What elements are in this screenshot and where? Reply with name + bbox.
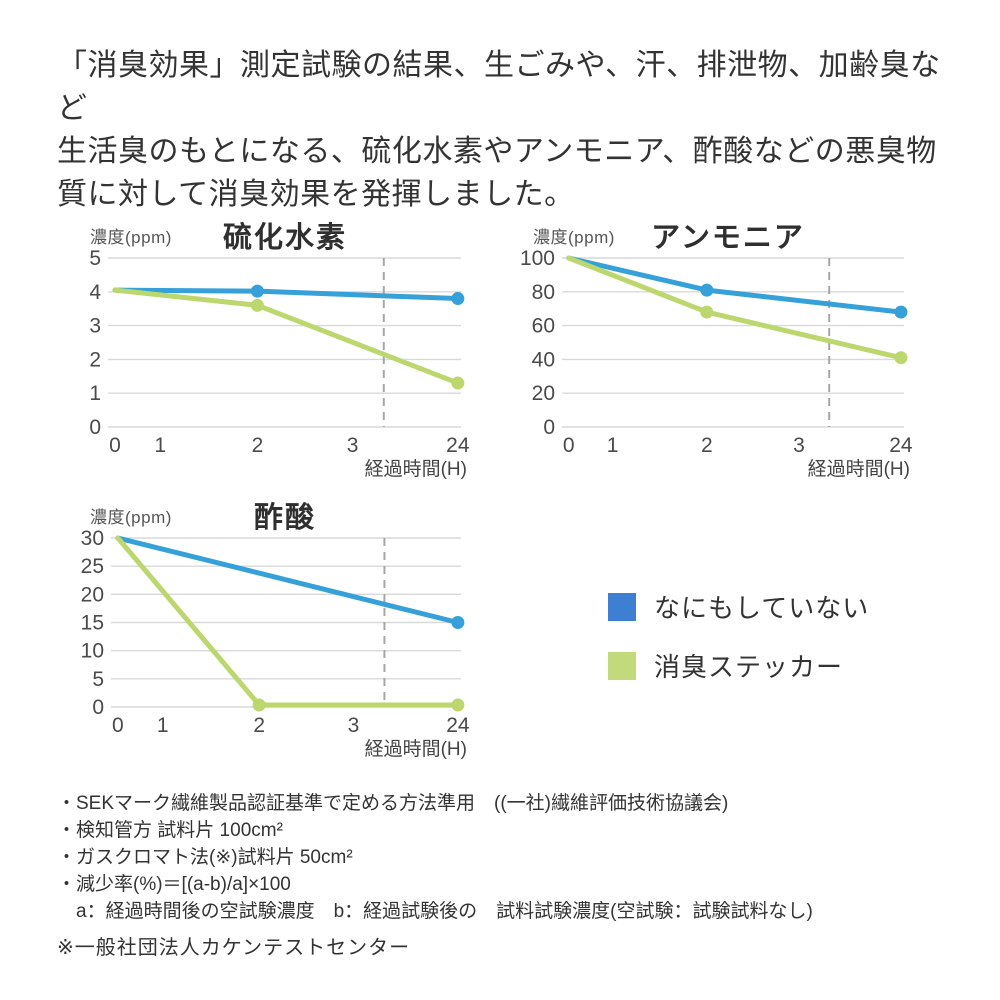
svg-text:24: 24 bbox=[446, 434, 470, 457]
svg-text:20: 20 bbox=[81, 583, 104, 606]
chart-title: 酢酸 bbox=[253, 502, 317, 534]
legend-item-deodorant-sticker: 消臭ステッカー bbox=[608, 647, 869, 684]
footnote-line: ・減少率(%)＝[(a-b)/a]×100 bbox=[57, 874, 291, 895]
svg-text:100: 100 bbox=[520, 247, 555, 270]
test-center-note: ※一般社団法人カケンテストセンター bbox=[57, 937, 411, 959]
svg-text:0: 0 bbox=[563, 434, 575, 457]
svg-text:0: 0 bbox=[543, 416, 555, 439]
y-axis-label: 濃度(ppm) bbox=[533, 228, 615, 247]
svg-text:3: 3 bbox=[793, 434, 805, 457]
svg-text:3: 3 bbox=[89, 315, 101, 338]
svg-text:4: 4 bbox=[89, 281, 101, 304]
svg-text:2: 2 bbox=[89, 348, 101, 371]
svg-text:0: 0 bbox=[112, 714, 124, 737]
y-axis-label: 濃度(ppm) bbox=[90, 508, 172, 527]
footnote-line: a：経過時間後の空試験濃度 b：経過試験後の 試料試験濃度(空試験：試験試料なし… bbox=[57, 901, 813, 922]
svg-text:80: 80 bbox=[532, 281, 555, 304]
legend-item-untreated: なにもしていない bbox=[608, 588, 869, 625]
legend-label: 消臭ステッカー bbox=[654, 652, 844, 682]
intro-line-2: 生活臭のもとになる、硫化水素やアンモニア、酢酸などの悪臭物 bbox=[57, 135, 937, 168]
svg-text:経過時間(H): 経過時間(H) bbox=[808, 458, 910, 480]
svg-text:1: 1 bbox=[157, 714, 169, 737]
footnote-line: ・検知管方 試料片 100cm² bbox=[57, 820, 283, 841]
intro-line-3: 質に対して消臭効果を発揮しました。 bbox=[57, 178, 575, 211]
intro-text: 「消臭効果」測定試験の結果、生ごみや、汗、排泄物、加齢臭など 生活臭のもとになる… bbox=[57, 44, 957, 216]
svg-text:10: 10 bbox=[81, 640, 104, 663]
svg-text:60: 60 bbox=[532, 315, 555, 338]
svg-text:3: 3 bbox=[347, 434, 359, 457]
footnote-line: ・ガスクロマト法(※)試料片 50cm² bbox=[57, 847, 353, 868]
legend: なにもしていない 消臭ステッカー bbox=[608, 588, 869, 706]
legend-swatch-green bbox=[608, 651, 636, 680]
chart-hydrogen-sulfide: 濃度(ppm) 硫化水素 0 1 2 3 4 5 0 1 2 3 24 経過時間(H) bbox=[85, 218, 485, 483]
intro-line-1: 「消臭効果」測定試験の結果、生ごみや、汗、排泄物、加齢臭など bbox=[57, 49, 941, 125]
svg-text:2: 2 bbox=[253, 714, 265, 737]
svg-text:経過時間(H): 経過時間(H) bbox=[365, 738, 467, 760]
svg-text:15: 15 bbox=[81, 612, 104, 635]
svg-text:24: 24 bbox=[446, 714, 470, 737]
svg-text:1: 1 bbox=[154, 434, 166, 457]
svg-text:2: 2 bbox=[701, 434, 713, 457]
svg-text:30: 30 bbox=[81, 527, 104, 550]
chart-acetic-acid: 濃度(ppm) 酢酸 0 5 10 15 20 25 30 0 1 2 3 24 経過時間(H) bbox=[81, 498, 485, 763]
svg-text:24: 24 bbox=[889, 434, 913, 457]
svg-text:3: 3 bbox=[348, 714, 360, 737]
legend-swatch-blue bbox=[608, 592, 636, 621]
svg-text:40: 40 bbox=[532, 348, 555, 371]
y-axis-label: 濃度(ppm) bbox=[90, 228, 172, 247]
svg-text:0: 0 bbox=[92, 696, 104, 719]
chart-title: 硫化水素 bbox=[222, 222, 348, 254]
legend-label: なにもしていない bbox=[654, 593, 870, 623]
svg-text:2: 2 bbox=[252, 434, 264, 457]
svg-text:20: 20 bbox=[532, 382, 555, 405]
svg-text:0: 0 bbox=[89, 416, 101, 439]
svg-text:1: 1 bbox=[89, 382, 101, 405]
svg-text:0: 0 bbox=[109, 434, 121, 457]
svg-text:1: 1 bbox=[607, 434, 619, 457]
svg-text:経過時間(H): 経過時間(H) bbox=[365, 458, 467, 480]
footnote-line: ・SEKマーク繊維製品認証基準で定める方法準用 ((一社)繊維評価技術協議会) bbox=[57, 793, 729, 814]
chart-title: アンモニア bbox=[651, 222, 805, 254]
footnotes: ・SEKマーク繊維製品認証基準で定める方法準用 ((一社)繊維評価技術協議会) … bbox=[57, 790, 813, 925]
svg-text:5: 5 bbox=[92, 668, 104, 691]
svg-text:5: 5 bbox=[89, 247, 101, 270]
svg-text:25: 25 bbox=[81, 555, 104, 578]
chart-ammonia: 濃度(ppm) アンモニア 0 20 40 60 80 100 0 1 2 3 24 経過時間(H) bbox=[520, 218, 928, 483]
